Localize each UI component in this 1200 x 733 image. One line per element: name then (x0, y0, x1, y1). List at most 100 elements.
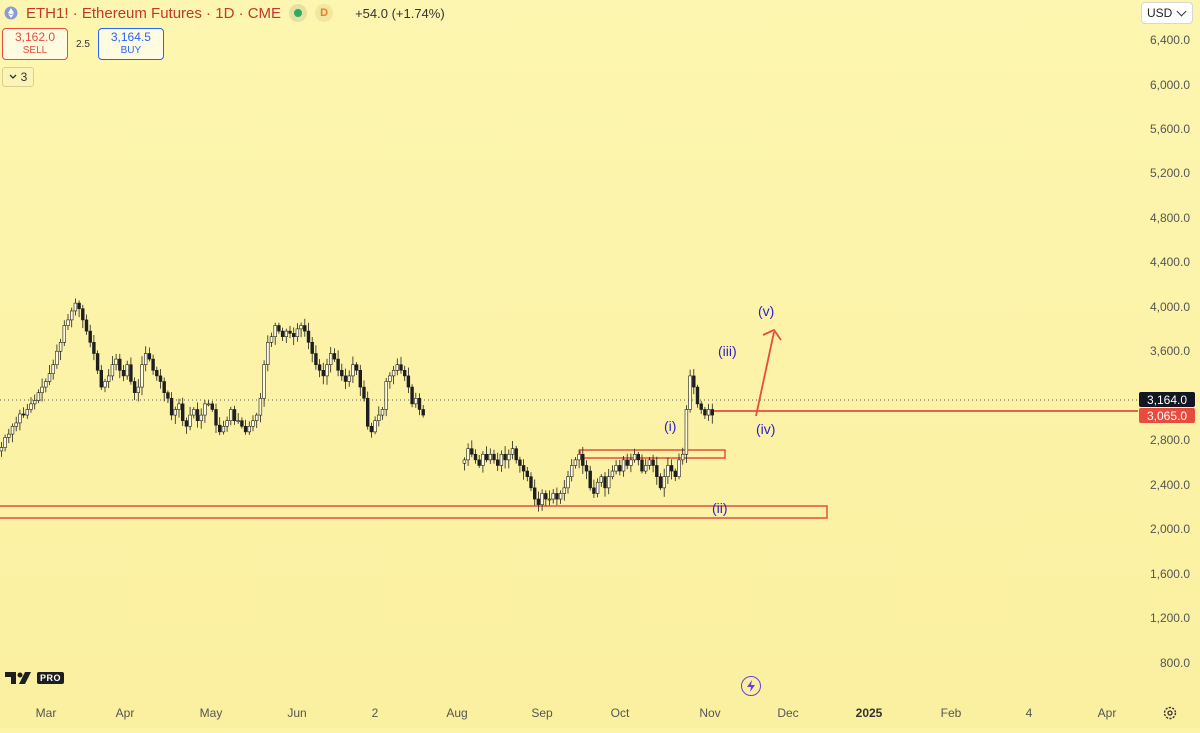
spread-value: 2.5 (76, 38, 90, 50)
candle-body (317, 364, 322, 371)
candle-body (232, 409, 237, 421)
candle-body (391, 369, 396, 377)
wave-label-iv: (iv) (756, 421, 775, 437)
candle-body (173, 409, 177, 416)
candle-body (132, 381, 137, 393)
price-tick: 2,000.0 (1150, 522, 1190, 536)
candle-body (277, 325, 281, 332)
candle-body (58, 342, 63, 352)
indicators-toggle-button[interactable]: 3 (2, 67, 34, 87)
candle-body (192, 409, 196, 416)
candle-body (688, 375, 692, 410)
candle-body (358, 369, 362, 388)
lightning-icon[interactable] (741, 676, 761, 696)
time-label: 2 (372, 706, 379, 720)
candle-body (118, 358, 122, 371)
time-label: 4 (1026, 706, 1033, 720)
currency-select[interactable]: USD (1141, 2, 1193, 24)
candle-body (421, 409, 425, 416)
candle-body (262, 364, 266, 399)
candle-body (306, 330, 311, 343)
wave-label-i: (i) (664, 418, 676, 434)
candle-body (328, 353, 333, 365)
buy-button[interactable]: 3,164.5 BUY (97, 28, 164, 60)
delayed-badge[interactable]: D (315, 4, 334, 22)
candle-body (295, 328, 300, 338)
price-tick: 4,400.0 (1150, 255, 1190, 269)
candle-body (377, 414, 381, 421)
gear-icon[interactable] (1162, 705, 1178, 721)
candle-body (384, 381, 388, 410)
candle-body (544, 493, 548, 500)
price-axis[interactable]: 6,400.0 6,000.0 5,600.0 5,200.0 4,800.0 … (1150, 33, 1190, 670)
candle-body (680, 453, 685, 461)
candle-body (470, 448, 474, 455)
candle-body (121, 369, 126, 377)
time-label: 2025 (856, 706, 883, 720)
candle-body (362, 386, 366, 399)
pro-badge: PRO (37, 672, 65, 684)
price-tick: 6,000.0 (1150, 78, 1190, 92)
tradingview-logo[interactable]: PRO (5, 670, 65, 686)
candle-body (532, 487, 537, 500)
candle-body (351, 364, 355, 377)
symbol-title[interactable]: ETH1! · Ethereum Futures · 1D · CME (26, 4, 282, 22)
candle-body (369, 425, 374, 433)
candle-body (610, 470, 615, 477)
candle-body (658, 476, 663, 489)
candle-body (621, 459, 626, 472)
candle-body (640, 459, 644, 472)
candle-body (66, 319, 70, 326)
buy-label: BUY (120, 45, 142, 56)
candle-body (684, 409, 689, 455)
candle-body (269, 336, 274, 343)
candle-body (18, 413, 22, 424)
candle-body (314, 353, 318, 365)
candle-body (666, 465, 670, 477)
candle-body (692, 375, 696, 388)
sell-button[interactable]: 3,162.0 SELL (2, 28, 68, 60)
candle-body (280, 330, 285, 338)
candle-body (373, 420, 377, 433)
candle-body (477, 459, 481, 466)
price-tick: 3,600.0 (1150, 344, 1190, 358)
candle-body (595, 481, 600, 494)
candle-body (247, 425, 251, 433)
candle-body (136, 386, 140, 393)
arrow-head (762, 328, 782, 341)
candle-body (592, 487, 596, 494)
candle-body (677, 459, 681, 477)
candle-body (558, 493, 563, 500)
candle-body (603, 476, 607, 489)
symbol-header[interactable]: ETH1! · Ethereum Futures · 1D · CME D +5… (0, 0, 445, 26)
candle-body (518, 459, 522, 466)
time-axis[interactable]: Mar Apr May Jun 2 Aug Sep Oct Nov Dec 20… (36, 706, 1117, 720)
candle-body (188, 414, 192, 427)
candle-body (195, 409, 200, 421)
candle-body (3, 437, 7, 448)
candle-body (70, 310, 74, 321)
candle-body (699, 403, 703, 410)
candle-body (655, 465, 659, 477)
candle-body (406, 375, 411, 388)
candle-body (529, 476, 533, 489)
candle-body (555, 493, 559, 500)
price-tick: 5,200.0 (1150, 166, 1190, 180)
candle-body (73, 302, 78, 312)
candle-body (114, 358, 118, 365)
time-label: Nov (699, 706, 720, 720)
candle-body (92, 342, 96, 354)
candle-body (210, 403, 214, 410)
currency-value: USD (1147, 6, 1173, 20)
candle-body (321, 369, 325, 377)
candle-body (88, 330, 92, 343)
candle-body (380, 409, 385, 416)
candle-body (181, 403, 185, 421)
trade-panel: 3,162.0 SELL 2.5 3,164.5 BUY (2, 28, 164, 60)
candle-body (507, 453, 511, 461)
candle-body (162, 381, 166, 393)
candle-body (365, 397, 370, 427)
candle-body (706, 409, 711, 416)
